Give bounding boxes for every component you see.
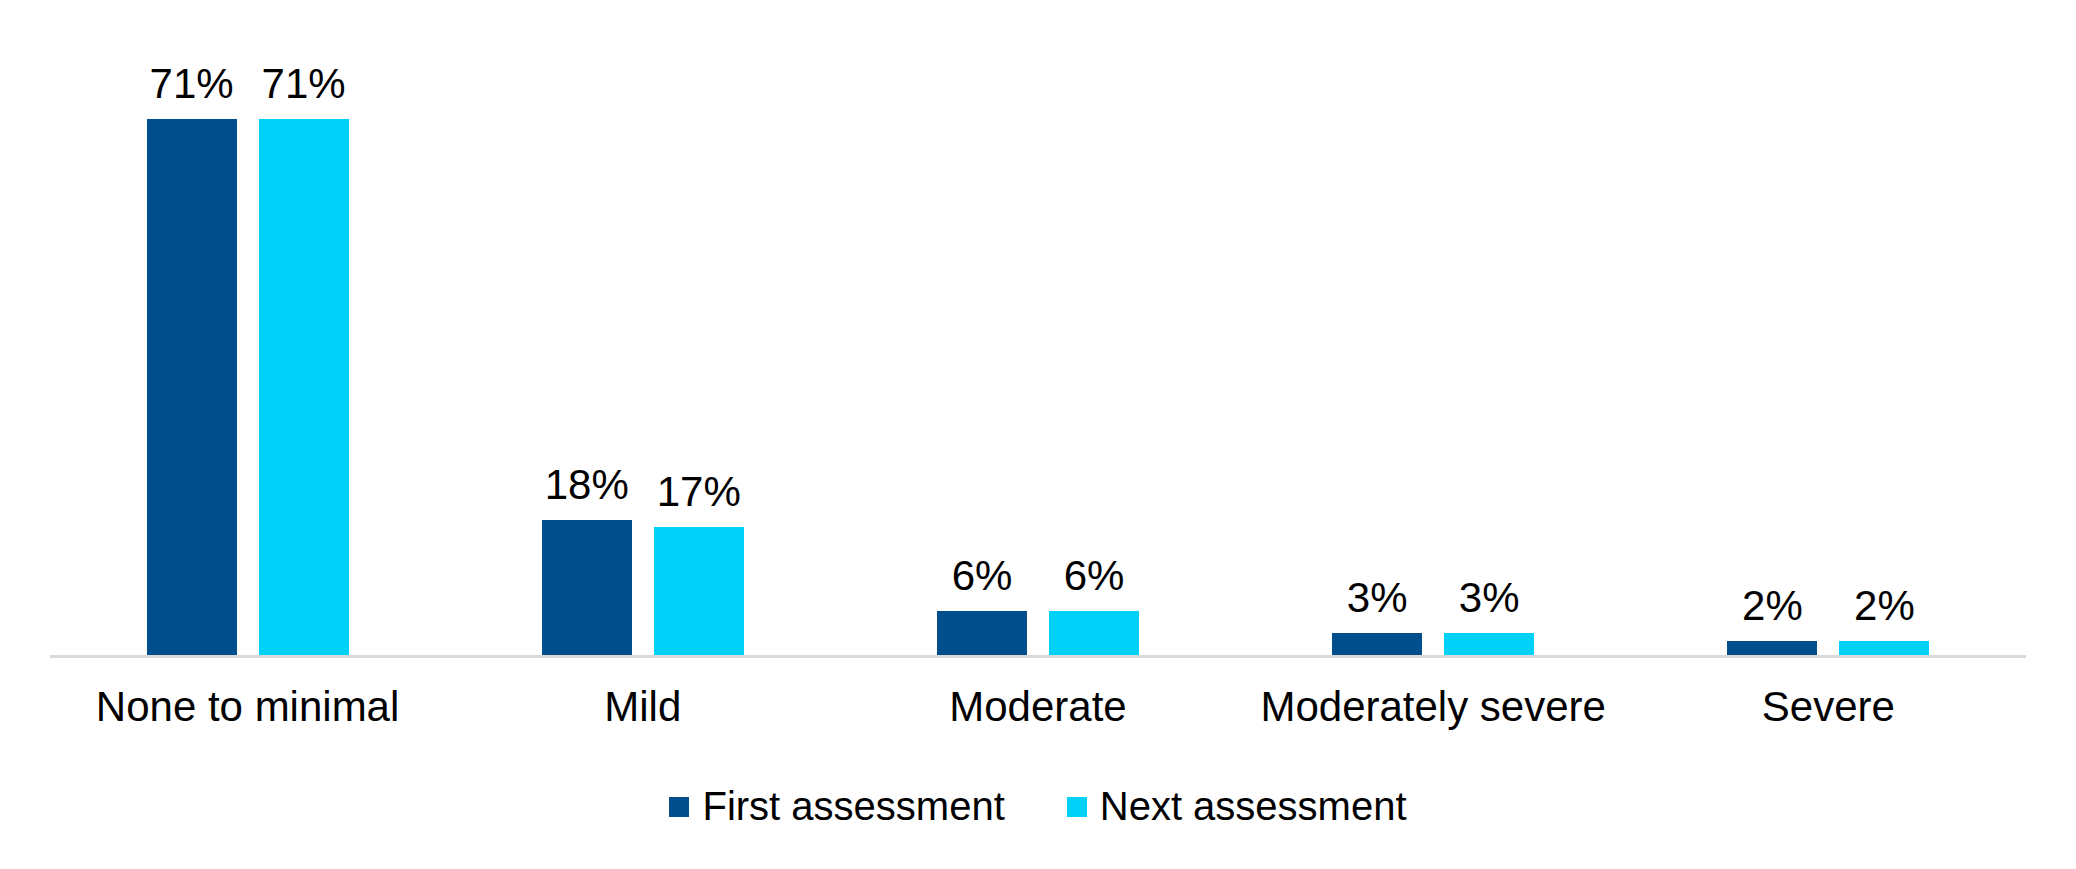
bar-group: 2% 2% [1631, 0, 2026, 656]
bar-value-label: 17% [657, 469, 741, 515]
bar-value-label: 2% [1854, 583, 1915, 629]
bar-group: 18% 17% [445, 0, 840, 656]
bar-value-label: 18% [545, 462, 629, 508]
bar-group: 71% 71% [50, 0, 445, 656]
category-label: Mild [445, 684, 840, 730]
bar [1839, 641, 1929, 656]
legend: First assessment Next assessment [0, 784, 2076, 829]
bar [1049, 611, 1139, 656]
bar-column: 3% [1444, 575, 1534, 656]
bar-value-label: 3% [1459, 575, 1520, 621]
legend-item: First assessment [669, 784, 1004, 829]
legend-swatch [669, 797, 689, 817]
bar [147, 119, 237, 656]
bar-value-label: 71% [262, 61, 346, 107]
bar-value-label: 6% [952, 553, 1013, 599]
bar-column: 6% [1049, 553, 1139, 656]
bar-group: 3% 3% [1236, 0, 1631, 656]
category-label: Moderately severe [1236, 684, 1631, 730]
bar-column: 6% [937, 553, 1027, 656]
bar [1444, 633, 1534, 656]
legend-item: Next assessment [1067, 784, 1407, 829]
bar [259, 119, 349, 656]
legend-swatch [1067, 797, 1087, 817]
x-axis-line [50, 655, 2026, 658]
bar [1727, 641, 1817, 656]
bar-column: 71% [259, 61, 349, 656]
bar-value-label: 71% [150, 61, 234, 107]
bar [542, 520, 632, 656]
category-label: None to minimal [50, 684, 445, 730]
bar-column: 18% [542, 462, 632, 656]
legend-label: Next assessment [1100, 784, 1407, 829]
legend-label: First assessment [702, 784, 1004, 829]
bar-chart: 71% 71% None to minimal 18% 17% Mild 6% 6% Moder… [0, 0, 2076, 869]
bar-column: 17% [654, 469, 744, 656]
bar-value-label: 6% [1064, 553, 1125, 599]
category-label: Severe [1631, 684, 2026, 730]
bar-value-label: 2% [1742, 583, 1803, 629]
bar [654, 527, 744, 656]
plot-area: 71% 71% None to minimal 18% 17% Mild 6% 6% Moder… [0, 0, 2076, 869]
bar [937, 611, 1027, 656]
bar-column: 71% [147, 61, 237, 656]
category-label: Moderate [840, 684, 1235, 730]
bar-value-label: 3% [1347, 575, 1408, 621]
bar-column: 2% [1839, 583, 1929, 656]
bar-column: 3% [1332, 575, 1422, 656]
bar-column: 2% [1727, 583, 1817, 656]
bar [1332, 633, 1422, 656]
bar-group: 6% 6% [840, 0, 1235, 656]
